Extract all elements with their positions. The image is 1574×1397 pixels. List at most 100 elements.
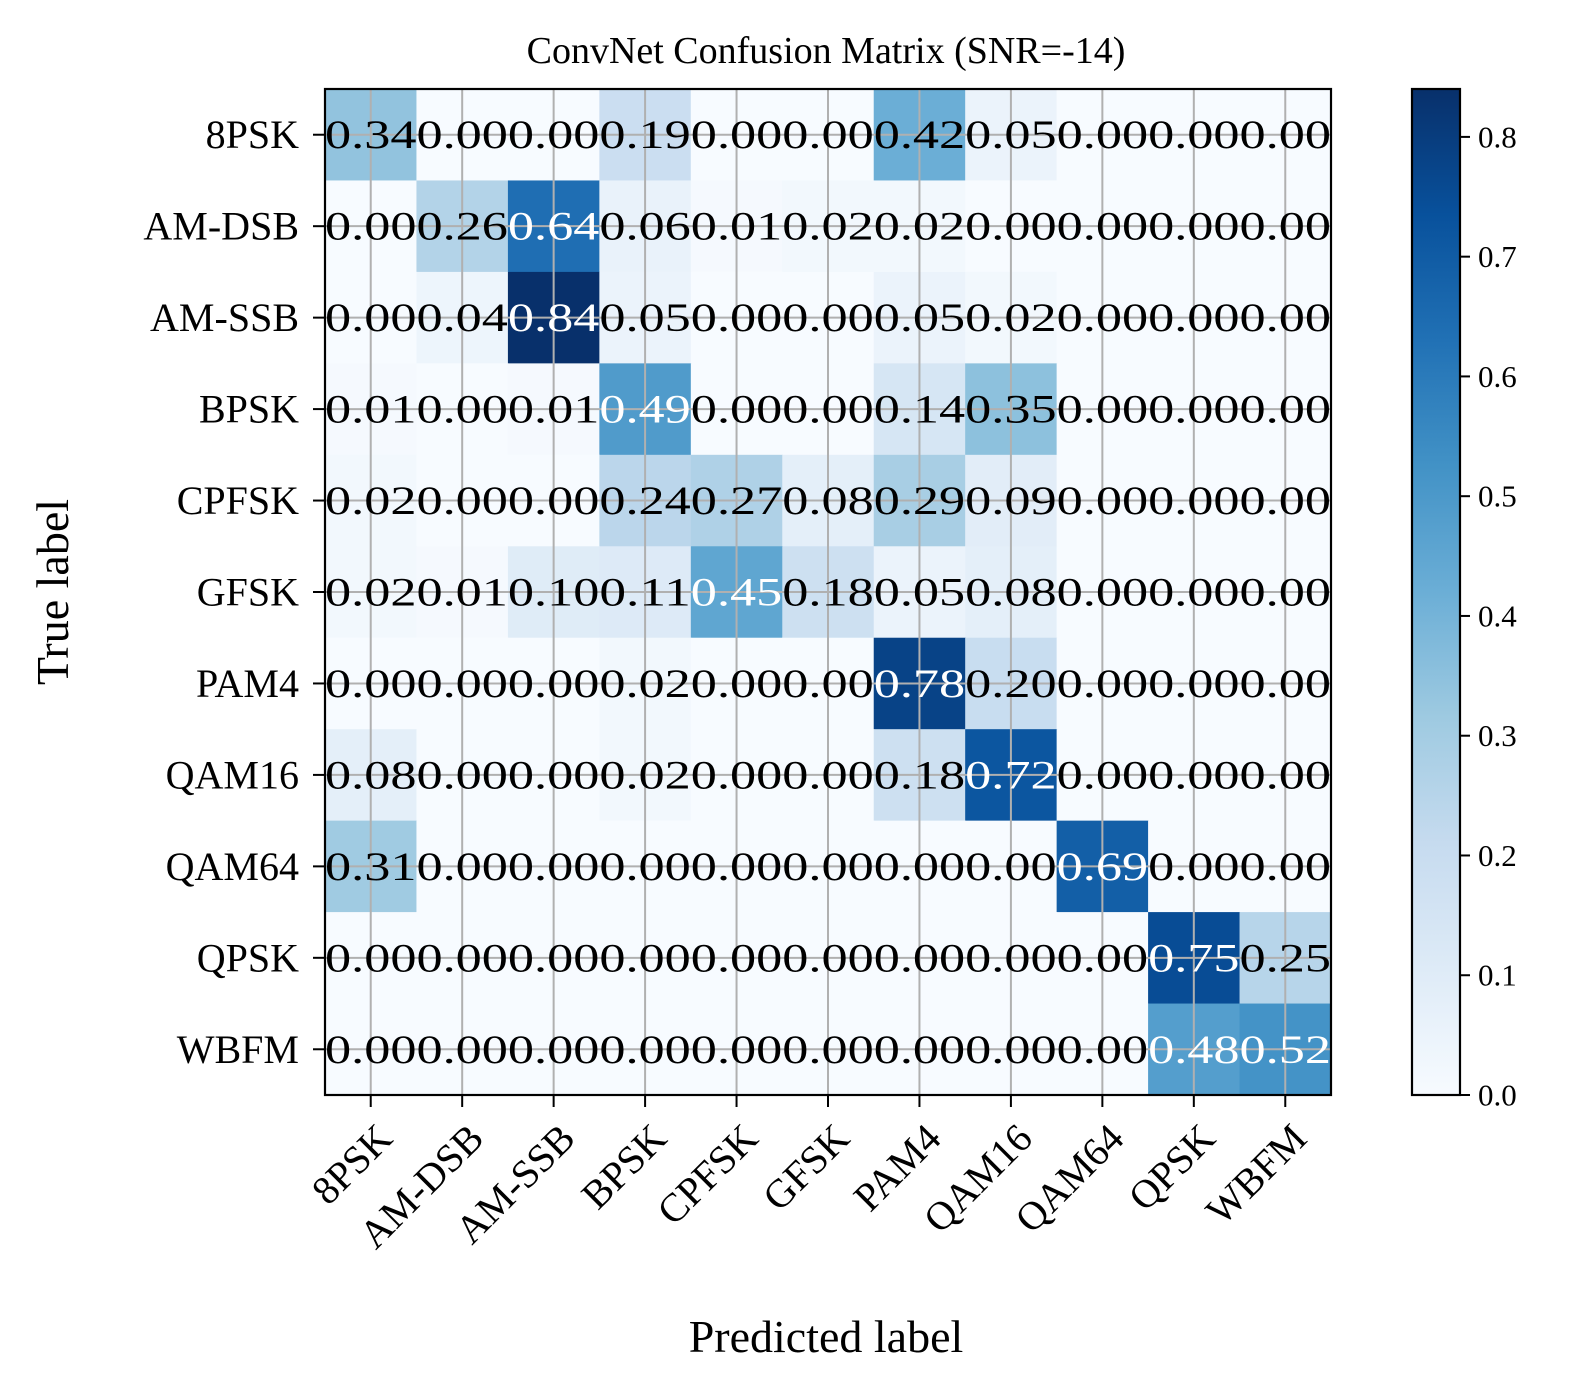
- y-tick-label: PAM4: [196, 661, 299, 706]
- cell-value-label: 0.00: [1240, 570, 1331, 615]
- cell-value-label: 0.00: [691, 661, 782, 706]
- cell-value-label: 0.27: [691, 478, 782, 523]
- y-tick-label: AM-DSB: [143, 204, 299, 249]
- cell-value-label: 0.00: [782, 752, 873, 797]
- cell-value-label: 0.00: [1240, 387, 1331, 432]
- y-tick-label: QAM16: [166, 752, 299, 797]
- cell-value-label: 0.00: [1240, 844, 1331, 889]
- cell-value-label: 0.00: [1057, 661, 1148, 706]
- cell-value-label: 0.00: [782, 295, 873, 340]
- cell-value-label: 0.00: [782, 1027, 873, 1072]
- cell-value-label: 0.00: [782, 844, 873, 889]
- cell-value-label: 0.00: [1148, 112, 1239, 157]
- cell-value-label: 0.00: [416, 661, 507, 706]
- cell-value-label: 0.64: [508, 204, 599, 249]
- cell-value-label: 0.04: [416, 295, 507, 340]
- grid-lines: [325, 89, 1331, 1095]
- cell-value-label: 0.00: [508, 478, 599, 523]
- cell-value-label: 0.02: [874, 204, 965, 249]
- cell-value-label: 0.00: [599, 935, 690, 980]
- cell-value-label: 0.00: [508, 112, 599, 157]
- cell-value-label: 0.69: [1057, 844, 1148, 889]
- cell-value-label: 0.00: [691, 112, 782, 157]
- cell-value-label: 0.18: [874, 752, 965, 797]
- y-axis-ticks: 8PSK AM-DSB AM-SSB BPSK CPFSK GFSK PAM4 QAM16 QA…: [143, 112, 325, 1072]
- cell-value-label: 0.00: [325, 661, 416, 706]
- cell-value-label: 0.00: [1148, 387, 1239, 432]
- chart-title: ConvNet Confusion Matrix (SNR=-14): [527, 30, 1126, 72]
- cell-value-label: 0.00: [1057, 752, 1148, 797]
- cell-value-label: 0.29: [874, 478, 965, 523]
- cell-value-label: 0.00: [325, 295, 416, 340]
- cell-value-label: 0.05: [965, 112, 1056, 157]
- cell-value-label: 0.01: [508, 387, 599, 432]
- cell-value-label: 0.00: [1148, 478, 1239, 523]
- cell-value-label: 0.00: [599, 1027, 690, 1072]
- cell-value-label: 0.00: [782, 935, 873, 980]
- cell-value-label: 0.00: [416, 844, 507, 889]
- colorbar-tick-label: 0.3: [1478, 718, 1517, 753]
- y-tick-label: CPFSK: [177, 478, 299, 523]
- cell-value-label: 0.01: [416, 570, 507, 615]
- cell-value-label: 0.00: [1240, 295, 1331, 340]
- y-tick-label: QAM64: [166, 844, 299, 889]
- cell-value-label: 0.14: [874, 387, 965, 432]
- cell-value-label: 0.78: [874, 661, 965, 706]
- cell-value-label: 0.00: [691, 935, 782, 980]
- y-tick-label: 8PSK: [206, 112, 299, 157]
- cell-value-label: 0.00: [1148, 661, 1239, 706]
- cell-value-label: 0.02: [599, 661, 690, 706]
- cell-value-label: 0.00: [599, 844, 690, 889]
- cell-value-label: 0.08: [325, 752, 416, 797]
- cell-value-label: 0.01: [691, 204, 782, 249]
- cell-value-label: 0.00: [782, 387, 873, 432]
- colorbar-tick-label: 0.1: [1478, 958, 1517, 993]
- cell-value-label: 0.00: [325, 1027, 416, 1072]
- cell-value-label: 0.00: [965, 935, 1056, 980]
- cell-value-label: 0.00: [325, 935, 416, 980]
- cell-value-label: 0.00: [1057, 204, 1148, 249]
- cell-value-label: 0.01: [325, 387, 416, 432]
- cell-value-label: 0.00: [325, 204, 416, 249]
- cell-value-label: 0.02: [325, 478, 416, 523]
- y-tick-label: WBFM: [177, 1027, 299, 1072]
- cell-value-label: 0.18: [782, 570, 873, 615]
- cell-value-label: 0.11: [599, 570, 690, 615]
- cell-value-label: 0.00: [1240, 661, 1331, 706]
- cell-value-label: 0.02: [325, 570, 416, 615]
- cell-value-label: 0.00: [691, 295, 782, 340]
- y-tick-label: QPSK: [197, 935, 299, 980]
- cell-value-label: 0.00: [782, 112, 873, 157]
- cell-value-label: 0.84: [508, 295, 599, 340]
- cell-value-label: 0.00: [1057, 570, 1148, 615]
- cell-value-label: 0.00: [782, 661, 873, 706]
- cell-value-label: 0.24: [599, 478, 690, 523]
- colorbar-tick-label: 0.5: [1478, 479, 1517, 514]
- cell-value-label: 0.02: [782, 204, 873, 249]
- cell-value-label: 0.05: [874, 295, 965, 340]
- cell-value-label: 0.02: [599, 752, 690, 797]
- cell-value-label: 0.00: [965, 844, 1056, 889]
- x-tick-label: WBFM: [1197, 1115, 1315, 1233]
- cell-value-label: 0.02: [965, 295, 1056, 340]
- x-tick-label: CPFSK: [648, 1115, 766, 1233]
- cell-value-label: 0.49: [599, 387, 690, 432]
- x-tick-label: GFSK: [754, 1115, 858, 1219]
- cell-value-label: 0.75: [1148, 935, 1239, 980]
- cell-value-label: 0.00: [1057, 387, 1148, 432]
- cell-value-label: 0.00: [416, 387, 507, 432]
- cell-value-label: 0.00: [1240, 112, 1331, 157]
- cell-value-label: 0.00: [965, 1027, 1056, 1072]
- cell-value-label: 0.52: [1240, 1027, 1331, 1072]
- cell-value-label: 0.00: [1057, 478, 1148, 523]
- cell-value-label: 0.25: [1240, 935, 1331, 980]
- cell-value-label: 0.00: [416, 1027, 507, 1072]
- cell-value-label: 0.00: [508, 935, 599, 980]
- cell-value-label: 0.26: [416, 204, 507, 249]
- cell-value-label: 0.45: [691, 570, 782, 615]
- cell-value-label: 0.00: [508, 661, 599, 706]
- cell-value-label: 0.00: [965, 204, 1056, 249]
- cell-value-label: 0.48: [1148, 1027, 1239, 1072]
- cell-value-label: 0.00: [691, 387, 782, 432]
- colorbar-tick-label: 0.6: [1478, 359, 1517, 394]
